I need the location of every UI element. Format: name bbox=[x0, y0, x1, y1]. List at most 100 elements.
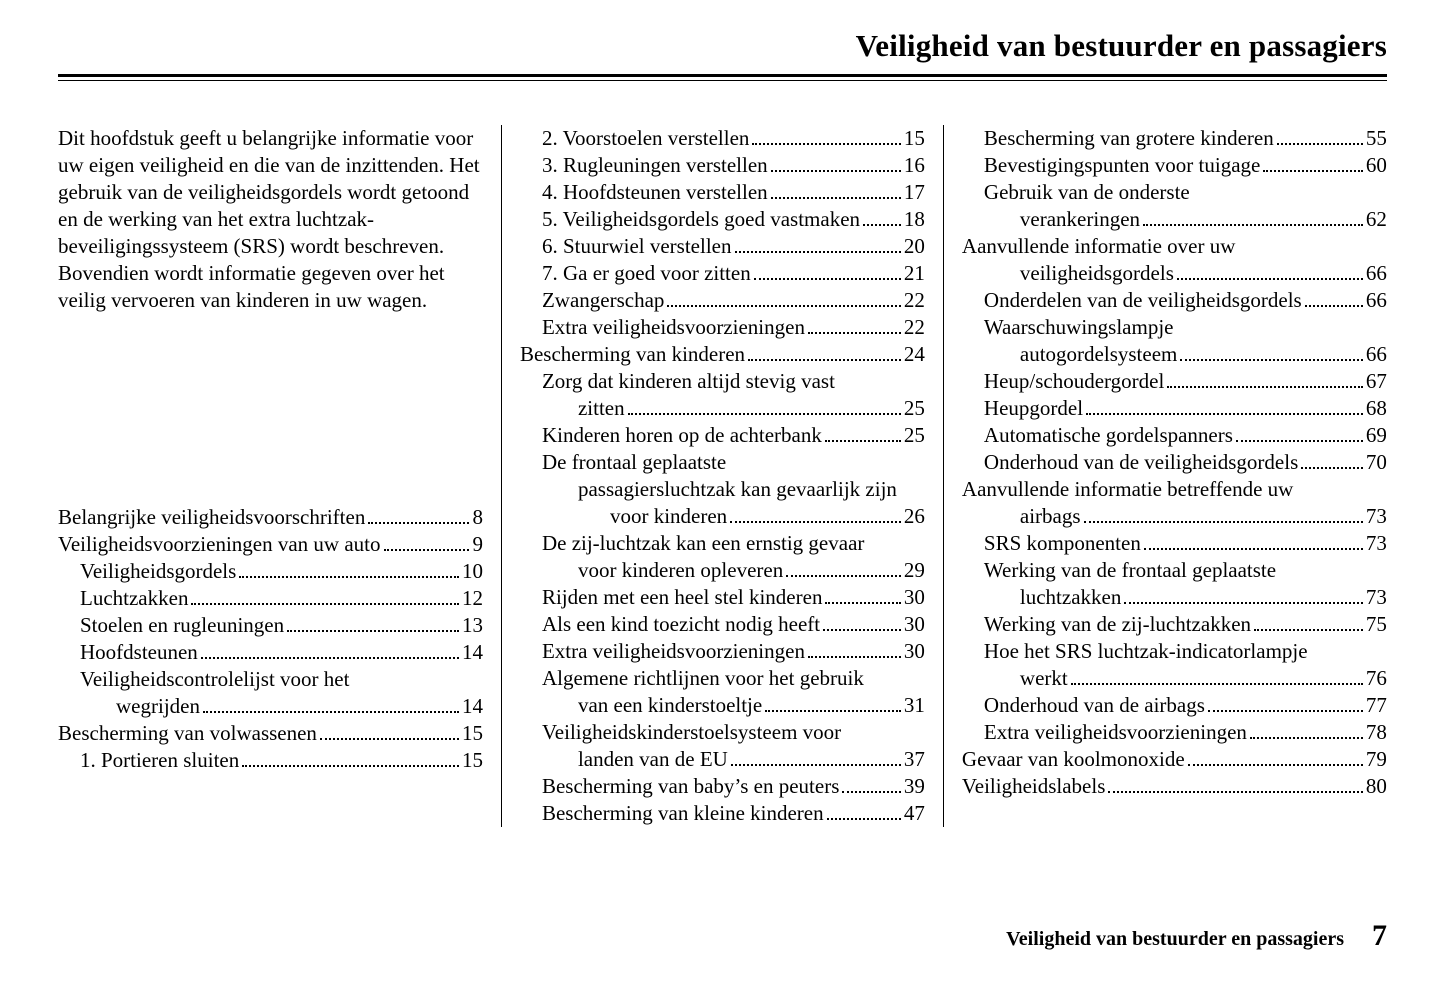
toc-entry-text: Werking van de zij-luchtzakken bbox=[984, 611, 1251, 638]
toc-entry-text: Stoelen en rugleuningen bbox=[80, 612, 284, 639]
toc-entry-page: 62 bbox=[1366, 206, 1387, 233]
toc-leader-dots bbox=[1143, 207, 1363, 226]
toc-leader-dots bbox=[735, 234, 901, 253]
toc-leader-dots bbox=[748, 342, 901, 361]
toc-leader-dots bbox=[1180, 342, 1362, 361]
toc-leader-dots bbox=[1108, 774, 1362, 793]
toc-entry: autogordelsysteem66 bbox=[962, 341, 1387, 368]
toc-entry-page: 21 bbox=[904, 260, 925, 287]
toc-entry-page: 29 bbox=[904, 557, 925, 584]
toc-leader-dots bbox=[771, 180, 901, 199]
toc-leader-dots bbox=[1208, 693, 1363, 712]
toc-entry-text: landen van de EU bbox=[578, 746, 728, 773]
toc-entry-pre: Werking van de frontaal geplaatste bbox=[962, 557, 1387, 584]
toc-entry-pre: Aanvullende informatie over uw bbox=[962, 233, 1387, 260]
page-footer: Veiligheid van bestuurder en passagiers … bbox=[1006, 919, 1387, 953]
toc-entry-text: 7. Ga er goed voor zitten bbox=[542, 260, 751, 287]
toc-entry: Extra veiligheidsvoorzieningen78 bbox=[962, 719, 1387, 746]
column-1: Dit hoofdstuk geeft u belangrijke inform… bbox=[58, 125, 501, 827]
toc-entry-page: 67 bbox=[1366, 368, 1387, 395]
toc-entry: SRS komponenten73 bbox=[962, 530, 1387, 557]
toc-entry-pre: passagiersluchtzak kan gevaarlijk zijn bbox=[520, 476, 925, 503]
toc-leader-dots bbox=[752, 126, 901, 145]
toc-entry: veiligheidsgordels66 bbox=[962, 260, 1387, 287]
toc-entry-page: 15 bbox=[904, 125, 925, 152]
toc-entry: luchtzakken73 bbox=[962, 584, 1387, 611]
toc-entry: 6. Stuurwiel verstellen20 bbox=[520, 233, 925, 260]
toc-leader-dots bbox=[754, 261, 901, 280]
toc-leader-dots bbox=[1305, 288, 1363, 307]
toc-entry: voor kinderen opleveren29 bbox=[520, 557, 925, 584]
toc-entry-text: Bescherming van grotere kinderen bbox=[984, 125, 1274, 152]
toc-entry: Onderhoud van de veiligheidsgordels70 bbox=[962, 449, 1387, 476]
toc-entry-pre: Zorg dat kinderen altijd stevig vast bbox=[520, 368, 925, 395]
toc-entry: Gevaar van koolmonoxide79 bbox=[962, 746, 1387, 773]
toc-leader-dots bbox=[823, 612, 901, 631]
toc-entry-text: Extra veiligheidsvoorzieningen bbox=[984, 719, 1247, 746]
toc-leader-dots bbox=[808, 315, 901, 334]
toc-entry-text: 2. Voorstoelen verstellen bbox=[542, 125, 749, 152]
toc-entry-pre: De zij-luchtzak kan een ernstig gevaar bbox=[520, 530, 925, 557]
toc-entry: Stoelen en rugleuningen 13 bbox=[58, 612, 483, 639]
toc-entry-text: 5. Veiligheidsgordels goed vastmaken bbox=[542, 206, 860, 233]
toc-entry: Rijden met een heel stel kinderen30 bbox=[520, 584, 925, 611]
toc-entry-page: 22 bbox=[904, 287, 925, 314]
toc-entry-pre: De frontaal geplaatste bbox=[520, 449, 925, 476]
toc-leader-dots bbox=[825, 585, 900, 604]
toc-entry: airbags73 bbox=[962, 503, 1387, 530]
toc-entry-text: 1. Portieren sluiten bbox=[80, 747, 239, 774]
toc-entry: Bescherming van volwassenen15 bbox=[58, 720, 483, 747]
toc-entry-page: 15 bbox=[462, 720, 483, 747]
toc-entry: 4. Hoofdsteunen verstellen17 bbox=[520, 179, 925, 206]
toc-entry: Belangrijke veiligheidsvoorschriften8 bbox=[58, 504, 483, 531]
toc-entry-text: Heupgordel bbox=[984, 395, 1083, 422]
toc-entry-page: 17 bbox=[904, 179, 925, 206]
toc-entry: Werking van de zij-luchtzakken75 bbox=[962, 611, 1387, 638]
toc-entry-text: veiligheidsgordels bbox=[1020, 260, 1174, 287]
toc-entry-page: 79 bbox=[1366, 746, 1387, 773]
toc-leader-dots bbox=[1177, 261, 1363, 280]
toc-entry: zitten25 bbox=[520, 395, 925, 422]
toc-list-2: 2. Voorstoelen verstellen153. Rugleuning… bbox=[520, 125, 925, 827]
toc-entry-text: Bescherming van baby’s en peuters bbox=[542, 773, 839, 800]
toc-leader-dots bbox=[667, 288, 901, 307]
toc-leader-dots bbox=[320, 721, 459, 740]
toc-entry-text: van een kinderstoeltje bbox=[578, 692, 762, 719]
toc-entry-page: 73 bbox=[1366, 584, 1387, 611]
toc-entry-page: 68 bbox=[1366, 395, 1387, 422]
toc-entry-text: Bevestigingspunten voor tuigage bbox=[984, 152, 1260, 179]
toc-entry-text: Zwangerschap bbox=[542, 287, 664, 314]
toc-leader-dots bbox=[730, 504, 901, 523]
toc-entry-pre: Gebruik van de onderste bbox=[962, 179, 1387, 206]
toc-leader-dots bbox=[1084, 504, 1363, 523]
toc-entry: Kinderen horen op de achterbank25 bbox=[520, 422, 925, 449]
toc-entry-page: 80 bbox=[1366, 773, 1387, 800]
toc-entry-page: 60 bbox=[1366, 152, 1387, 179]
toc-columns: Dit hoofdstuk geeft u belangrijke inform… bbox=[58, 125, 1387, 827]
toc-entry: Bescherming van kinderen24 bbox=[520, 341, 925, 368]
toc-list-1: Belangrijke veiligheidsvoorschriften8Vei… bbox=[58, 504, 483, 774]
toc-leader-dots bbox=[1086, 396, 1363, 415]
toc-entry-page: 73 bbox=[1366, 530, 1387, 557]
column-3: Bescherming van grotere kinderen55Bevest… bbox=[944, 125, 1387, 827]
toc-entry: Veiligheidsgordels10 bbox=[58, 558, 483, 585]
toc-entry: Veiligheidsvoorzieningen van uw auto9 bbox=[58, 531, 483, 558]
toc-entry-page: 16 bbox=[904, 152, 925, 179]
toc-leader-dots bbox=[287, 613, 459, 632]
toc-entry-pre: Hoe het SRS luchtzak-indicatorlampje bbox=[962, 638, 1387, 665]
toc-entry-page: 30 bbox=[904, 611, 925, 638]
toc-leader-dots bbox=[239, 559, 459, 578]
chapter-title: Veiligheid van bestuurder en passagiers bbox=[58, 28, 1387, 64]
toc-entry-text: Hoofdsteunen bbox=[80, 639, 198, 666]
toc-entry: Heupgordel 68 bbox=[962, 395, 1387, 422]
toc-entry-page: 13 bbox=[462, 612, 483, 639]
toc-entry: Veiligheidslabels80 bbox=[962, 773, 1387, 800]
toc-entry-page: 25 bbox=[904, 422, 925, 449]
toc-entry: Onderdelen van de veiligheidsgordels66 bbox=[962, 287, 1387, 314]
toc-entry-text: Heup/schoudergordel bbox=[984, 368, 1164, 395]
toc-leader-dots bbox=[1301, 450, 1363, 469]
toc-entry-page: 39 bbox=[904, 773, 925, 800]
toc-entry: Bescherming van grotere kinderen55 bbox=[962, 125, 1387, 152]
toc-entry-text: 6. Stuurwiel verstellen bbox=[542, 233, 732, 260]
toc-entry-page: 15 bbox=[462, 747, 483, 774]
